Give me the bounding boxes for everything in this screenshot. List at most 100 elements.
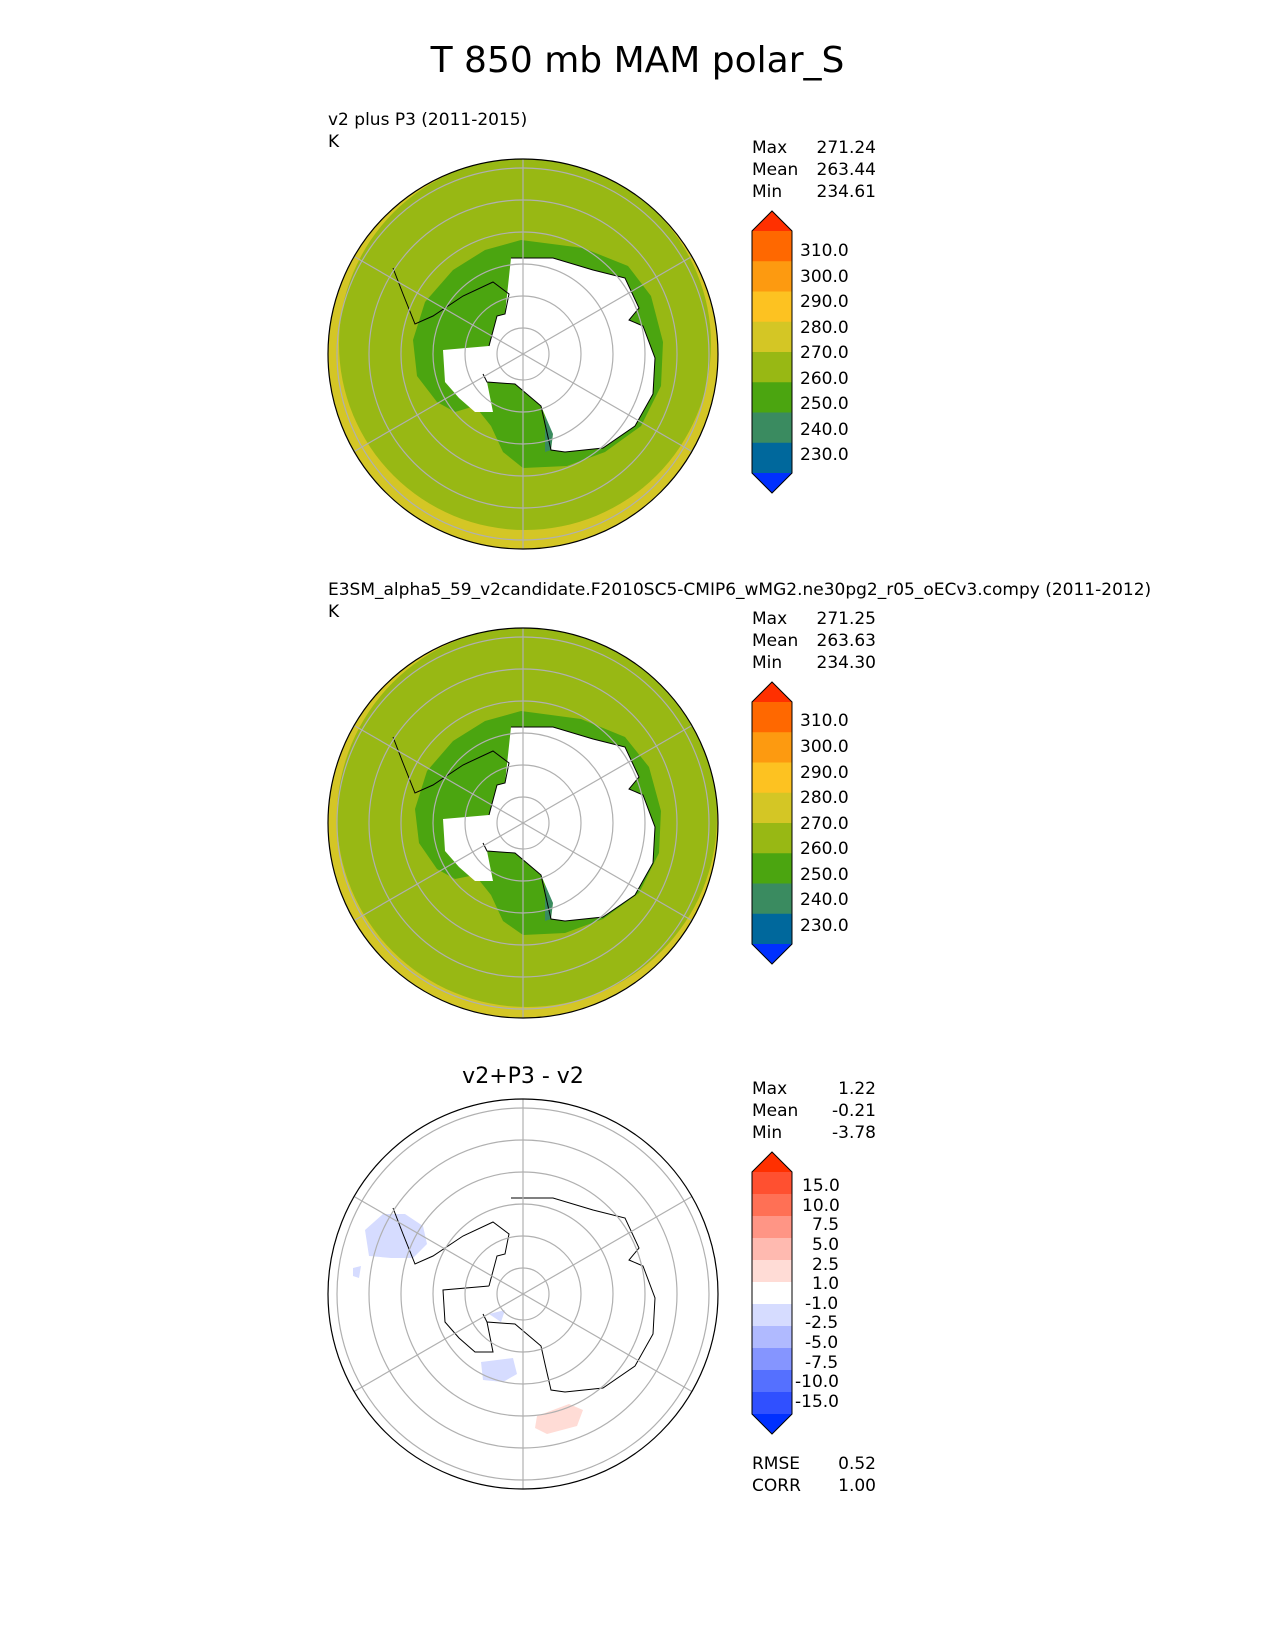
stat-value: 271.24 xyxy=(816,138,876,158)
cbar-tick: 260.0 xyxy=(800,369,849,389)
stat-value: -0.21 xyxy=(832,1101,876,1121)
panel-3-colorbar xyxy=(751,1151,793,1435)
colorbar-segment xyxy=(752,231,792,262)
cbar-tick: 250.0 xyxy=(800,394,849,414)
stat-value: 271.25 xyxy=(816,609,876,629)
colorbar-segment xyxy=(752,1260,792,1283)
cbar-tick: 7.5 xyxy=(812,1215,840,1235)
colorbar-extension-bottom xyxy=(752,944,792,964)
stat-label: Mean xyxy=(752,631,799,651)
colorbar-segment xyxy=(752,261,792,292)
graticule xyxy=(336,628,710,1018)
cbar-tick: -7.5 xyxy=(805,1353,839,1373)
stat-label: Mean xyxy=(752,160,799,180)
colorbar-segment xyxy=(752,853,792,884)
cbar-tick: 310.0 xyxy=(800,241,849,261)
colorbar-segment xyxy=(752,1216,792,1239)
cbar-tick: 250.0 xyxy=(800,865,849,885)
colorbar-extension-bottom xyxy=(752,1414,792,1434)
colorbar-extension-top xyxy=(752,682,792,702)
cbar-tick: 280.0 xyxy=(800,318,849,338)
metric-label: RMSE xyxy=(752,1454,801,1474)
panel-1-title: v2 plus P3 (2011-2015) K xyxy=(328,109,527,153)
map-boundary xyxy=(327,627,719,1019)
cbar-tick: 300.0 xyxy=(800,737,849,757)
colorbar-segment xyxy=(752,1238,792,1261)
panel-2-title: E3SM_alpha5_59_v2candidate.F2010SC5-CMIP… xyxy=(328,579,1151,623)
cbar-tick: -15.0 xyxy=(795,1392,839,1412)
panel-2-colorbar xyxy=(751,681,793,965)
panel-3-title: v2+P3 - v2 xyxy=(462,1064,584,1089)
colorbar-segment xyxy=(752,1348,792,1371)
colorbar-segment xyxy=(752,412,792,444)
cbar-tick: 1.0 xyxy=(812,1274,840,1294)
map-boundary xyxy=(327,158,719,550)
panel-2-name: E3SM_alpha5_59_v2candidate.F2010SC5-CMIP… xyxy=(328,580,1152,600)
colorbar-segment xyxy=(752,823,792,854)
stat-value: -3.78 xyxy=(832,1123,876,1143)
panel-2-stats: Max 271.25 Mean 263.63 Min 234.30 xyxy=(752,608,876,674)
colorbar-segment xyxy=(752,382,792,413)
colorbar-segment xyxy=(752,1370,792,1393)
cooling-region xyxy=(353,1266,361,1278)
metric-value: 1.00 xyxy=(838,1476,876,1496)
cooling-region xyxy=(481,1358,517,1382)
cbar-tick: 2.5 xyxy=(812,1255,840,1275)
colorbar-segment xyxy=(752,1172,792,1195)
panel-1-colorbar xyxy=(751,210,793,494)
cbar-tick: 260.0 xyxy=(800,839,849,859)
warming-region xyxy=(535,1404,583,1434)
cbar-tick: -1.0 xyxy=(805,1294,839,1314)
cbar-tick: 280.0 xyxy=(800,788,849,808)
cbar-tick: -5.0 xyxy=(805,1333,839,1353)
colorbar-segment xyxy=(752,883,792,915)
stat-label: Min xyxy=(752,182,783,202)
stat-label: Min xyxy=(752,1123,783,1143)
cbar-tick: 300.0 xyxy=(800,267,849,287)
cbar-tick: 230.0 xyxy=(800,445,849,465)
colorbar-segment xyxy=(752,732,792,763)
colorbar-segment xyxy=(752,321,792,353)
graticule xyxy=(336,1099,710,1489)
stat-label: Max xyxy=(752,1079,788,1099)
cbar-tick: 240.0 xyxy=(800,420,849,440)
colorbar-segment xyxy=(752,702,792,733)
colorbar-segment xyxy=(752,1392,792,1415)
stat-label: Max xyxy=(752,138,788,158)
cbar-tick: 5.0 xyxy=(812,1235,840,1255)
panel-3-metrics: RMSE 0.52 CORR 1.00 xyxy=(752,1453,876,1497)
colorbar-outline xyxy=(751,681,793,965)
cbar-tick: 290.0 xyxy=(800,292,849,312)
metric-label: CORR xyxy=(752,1476,801,1496)
cbar-tick: 240.0 xyxy=(800,890,849,910)
panel-1-map xyxy=(327,158,719,550)
cbar-tick: 230.0 xyxy=(800,916,849,936)
colorbar-extension-bottom xyxy=(752,473,792,493)
panel-1-name: v2 plus P3 (2011-2015) xyxy=(328,110,528,130)
panel-2-units: K xyxy=(328,602,340,622)
colorbar-segment xyxy=(752,762,792,794)
panel-1-stats: Max 271.24 Mean 263.44 Min 234.61 xyxy=(752,137,876,203)
cbar-tick: 270.0 xyxy=(800,343,849,363)
colorbar-extension-top xyxy=(752,1152,792,1172)
stat-value: 234.61 xyxy=(816,182,876,202)
cbar-tick: 290.0 xyxy=(800,763,849,783)
panel-3-map xyxy=(327,1098,719,1490)
colorbar-segment xyxy=(752,1326,792,1349)
stat-value: 234.30 xyxy=(816,653,876,673)
stat-value: 1.22 xyxy=(838,1079,876,1099)
stat-label: Max xyxy=(752,609,788,629)
panel-1-units: K xyxy=(328,132,340,152)
stat-label: Min xyxy=(752,653,783,673)
cbar-tick: 310.0 xyxy=(800,711,849,731)
cbar-tick: -10.0 xyxy=(795,1372,839,1392)
colorbar-extension-top xyxy=(752,211,792,231)
cbar-tick: 15.0 xyxy=(802,1176,840,1196)
colorbar-outline xyxy=(751,210,793,494)
colorbar-segment xyxy=(752,913,792,945)
colorbar-segment xyxy=(752,1304,792,1327)
stat-value: 263.44 xyxy=(816,160,876,180)
colorbar-segment xyxy=(752,792,792,824)
cbar-tick: 10.0 xyxy=(802,1196,840,1216)
figure-title: T 850 mb MAM polar_S xyxy=(430,40,845,81)
